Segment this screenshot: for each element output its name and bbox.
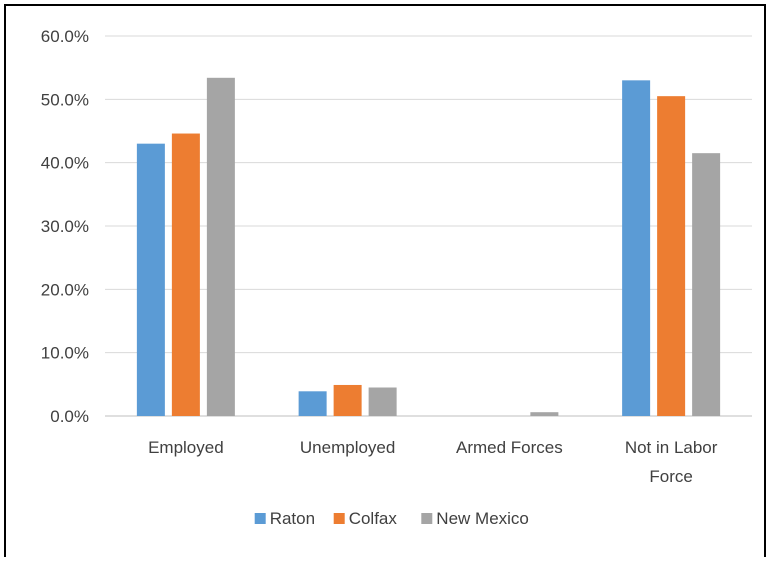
bar-raton-3 bbox=[622, 80, 651, 416]
chart-frame bbox=[4, 4, 766, 557]
y-tick-label: 10.0% bbox=[41, 344, 89, 363]
category-label: Not in Labor Force bbox=[625, 438, 718, 486]
category-label: Armed Forces bbox=[456, 438, 563, 457]
bar-new-mexico-3 bbox=[692, 153, 721, 416]
y-axis-tick-labels: 0.0% 10.0% 20.0% 30.0% 40.0% 50.0% 60.0% bbox=[41, 27, 89, 426]
legend-swatch-new-mexico bbox=[421, 513, 433, 524]
legend: Raton Colfax New Mexico bbox=[254, 509, 529, 528]
y-tick-label: 30.0% bbox=[41, 217, 89, 236]
legend-swatch-colfax bbox=[333, 513, 345, 524]
bar-new-mexico-0 bbox=[206, 77, 235, 417]
bar-new-mexico-2 bbox=[530, 412, 559, 416]
y-tick-label: 50.0% bbox=[41, 90, 89, 109]
category-label: Unemployed bbox=[300, 438, 395, 457]
legend-label: Raton bbox=[270, 509, 315, 528]
y-tick-label: 0.0% bbox=[50, 407, 89, 426]
legend-label: Colfax bbox=[349, 509, 398, 528]
y-tick-label: 40.0% bbox=[41, 154, 89, 173]
category-label: Employed bbox=[148, 438, 224, 457]
bar-colfax-0 bbox=[171, 133, 200, 417]
bar-raton-0 bbox=[136, 143, 165, 416]
bar-colfax-3 bbox=[657, 96, 686, 417]
y-tick-label: 20.0% bbox=[41, 280, 89, 299]
bar-new-mexico-1 bbox=[368, 387, 397, 416]
y-tick-label: 60.0% bbox=[41, 27, 89, 46]
legend-swatch-raton bbox=[254, 513, 266, 524]
category-labels: Employed Unemployed Armed Forces Not in Lab… bbox=[148, 438, 718, 486]
bar-raton-1 bbox=[298, 391, 327, 416]
legend-label: New Mexico bbox=[436, 509, 529, 528]
bar-colfax-1 bbox=[333, 384, 362, 416]
gridlines bbox=[105, 35, 752, 417]
bars bbox=[136, 77, 721, 417]
